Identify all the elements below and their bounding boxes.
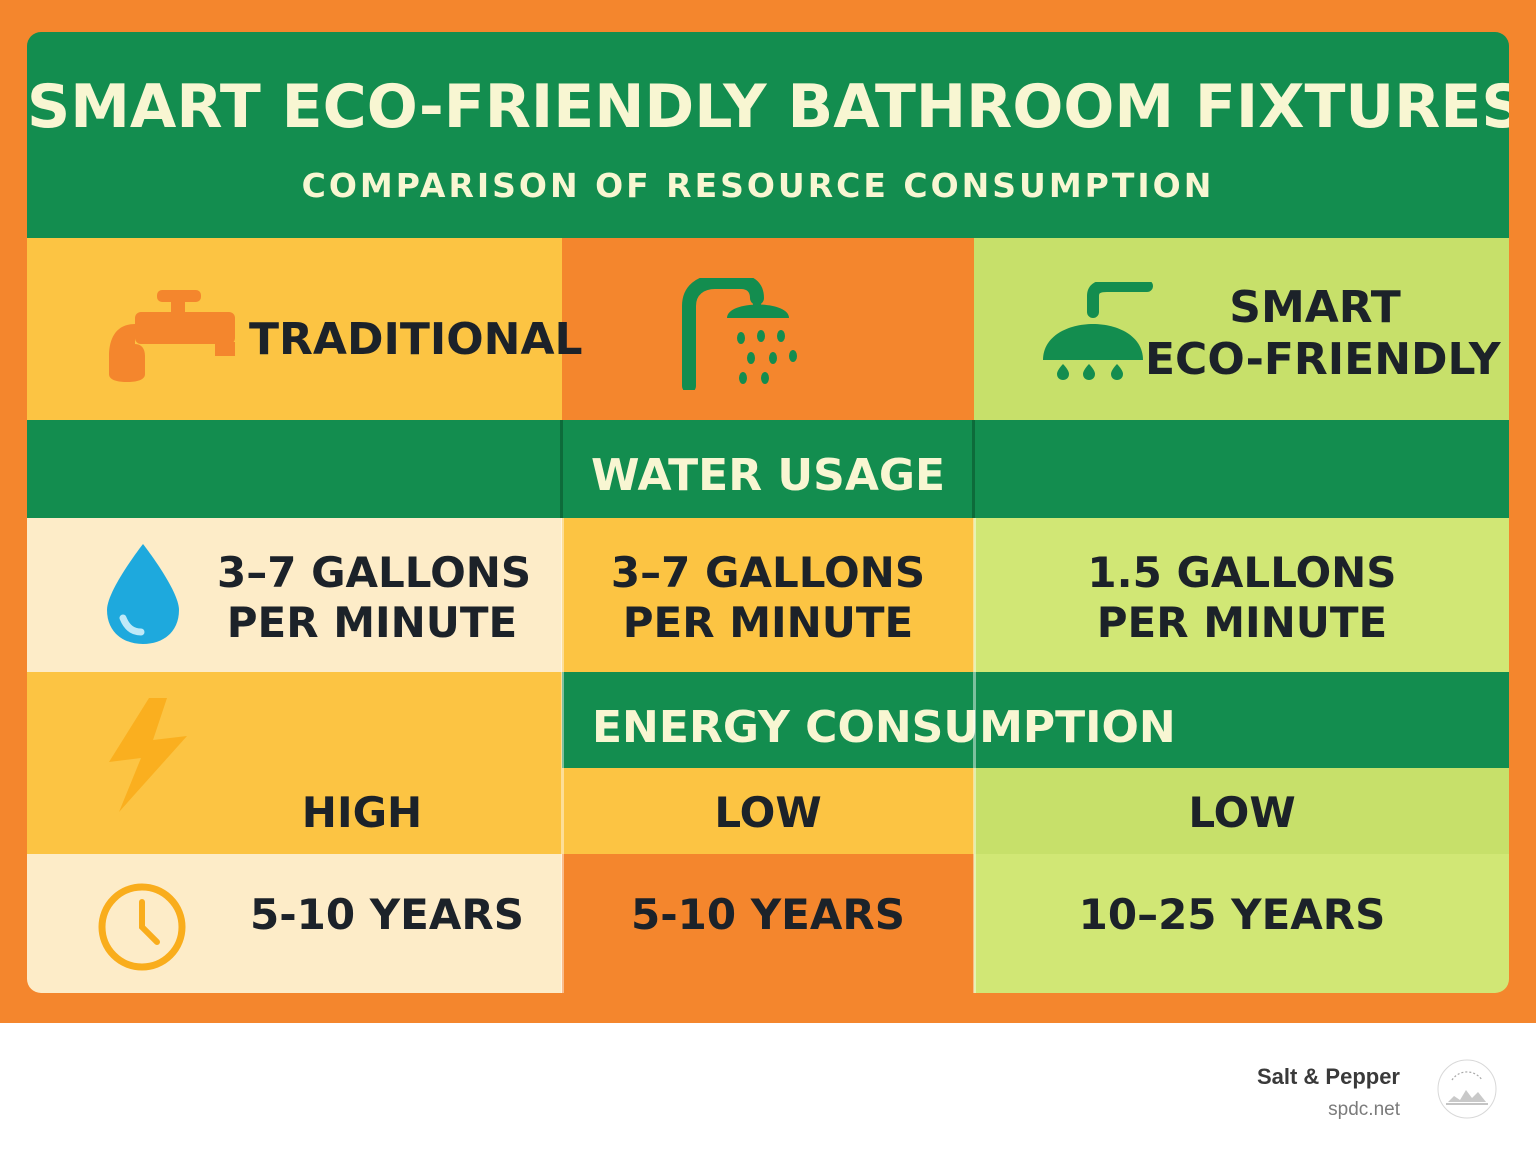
smart-shower-icon xyxy=(1043,282,1153,380)
water-usage-label: WATER USAGE xyxy=(590,450,946,501)
water-drop-icon xyxy=(107,544,179,644)
energy-row-shower xyxy=(562,768,974,854)
water-row-smart xyxy=(974,518,1509,672)
lifespan-row-traditional xyxy=(27,854,562,993)
lifespan-traditional-value: 5-10 YEARS xyxy=(250,890,524,939)
energy-traditional-value: HIGH xyxy=(301,788,423,837)
page-subtitle: COMPARISON OF RESOURCE CONSUMPTION xyxy=(301,166,1215,205)
water-smart-line1: 1.5 GALLONS xyxy=(1087,548,1397,597)
water-traditional-line2: PER MINUTE xyxy=(226,597,518,647)
lightning-icon xyxy=(109,698,187,812)
comparison-panel: SMART ECO-FRIENDLY BATHROOM FIXTURES COM… xyxy=(27,32,1509,993)
band-divider xyxy=(972,420,975,518)
water-shower-value: 3–7 GALLONS PER MINUTE xyxy=(562,548,974,647)
water-shower-line1: 3–7 GALLONS xyxy=(610,548,926,597)
faucet-icon xyxy=(109,290,235,382)
traditional-column-label: TRADITIONAL xyxy=(249,314,583,365)
infographic-frame: SMART ECO-FRIENDLY BATHROOM FIXTURES COM… xyxy=(0,0,1536,1023)
water-shower-line2: PER MINUTE xyxy=(622,597,914,647)
brand-url: spdc.net xyxy=(1328,1099,1400,1120)
smart-column-label: SMART ECO-FRIENDLY xyxy=(1145,282,1501,386)
water-smart-line2: PER MINUTE xyxy=(1096,597,1388,647)
lifespan-smart-value: 10–25 YEARS xyxy=(1078,890,1386,939)
shower-header-cell xyxy=(562,238,974,420)
smart-column-label-line1: SMART xyxy=(1229,282,1401,333)
energy-consumption-label: ENERGY CONSUMPTION xyxy=(592,702,1176,753)
smart-header-cell xyxy=(974,238,1509,420)
energy-row-smart xyxy=(974,768,1509,854)
energy-consumption-band xyxy=(562,672,1509,768)
smart-column-label-line2: ECO-FRIENDLY xyxy=(1145,333,1501,385)
water-smart-value: 1.5 GALLONS PER MINUTE xyxy=(1027,548,1457,647)
salt-pepper-logo xyxy=(1437,1059,1497,1119)
brand-name: Salt & Pepper xyxy=(1256,1064,1400,1089)
water-usage-band xyxy=(27,420,1509,518)
lifespan-shower-value: 5-10 YEARS xyxy=(631,890,905,939)
column-divider xyxy=(561,518,564,993)
energy-smart-value: LOW xyxy=(1188,788,1296,837)
page-title: SMART ECO-FRIENDLY BATHROOM FIXTURES xyxy=(27,72,1509,142)
water-traditional-line1: 3–7 GALLONS xyxy=(217,548,532,597)
clock-icon xyxy=(98,883,186,971)
traditional-header-cell xyxy=(27,238,562,420)
energy-row-traditional xyxy=(27,672,562,854)
band-divider xyxy=(560,420,563,518)
lifespan-row-smart xyxy=(974,854,1509,993)
column-divider xyxy=(973,518,976,993)
header-banner: SMART ECO-FRIENDLY BATHROOM FIXTURES COM… xyxy=(27,32,1509,238)
water-row-shower xyxy=(562,518,974,672)
shower-icon xyxy=(682,278,797,390)
water-traditional-value: 3–7 GALLONS PER MINUTE xyxy=(217,548,532,647)
lifespan-row-shower xyxy=(562,854,974,993)
energy-shower-value: LOW xyxy=(714,788,822,837)
